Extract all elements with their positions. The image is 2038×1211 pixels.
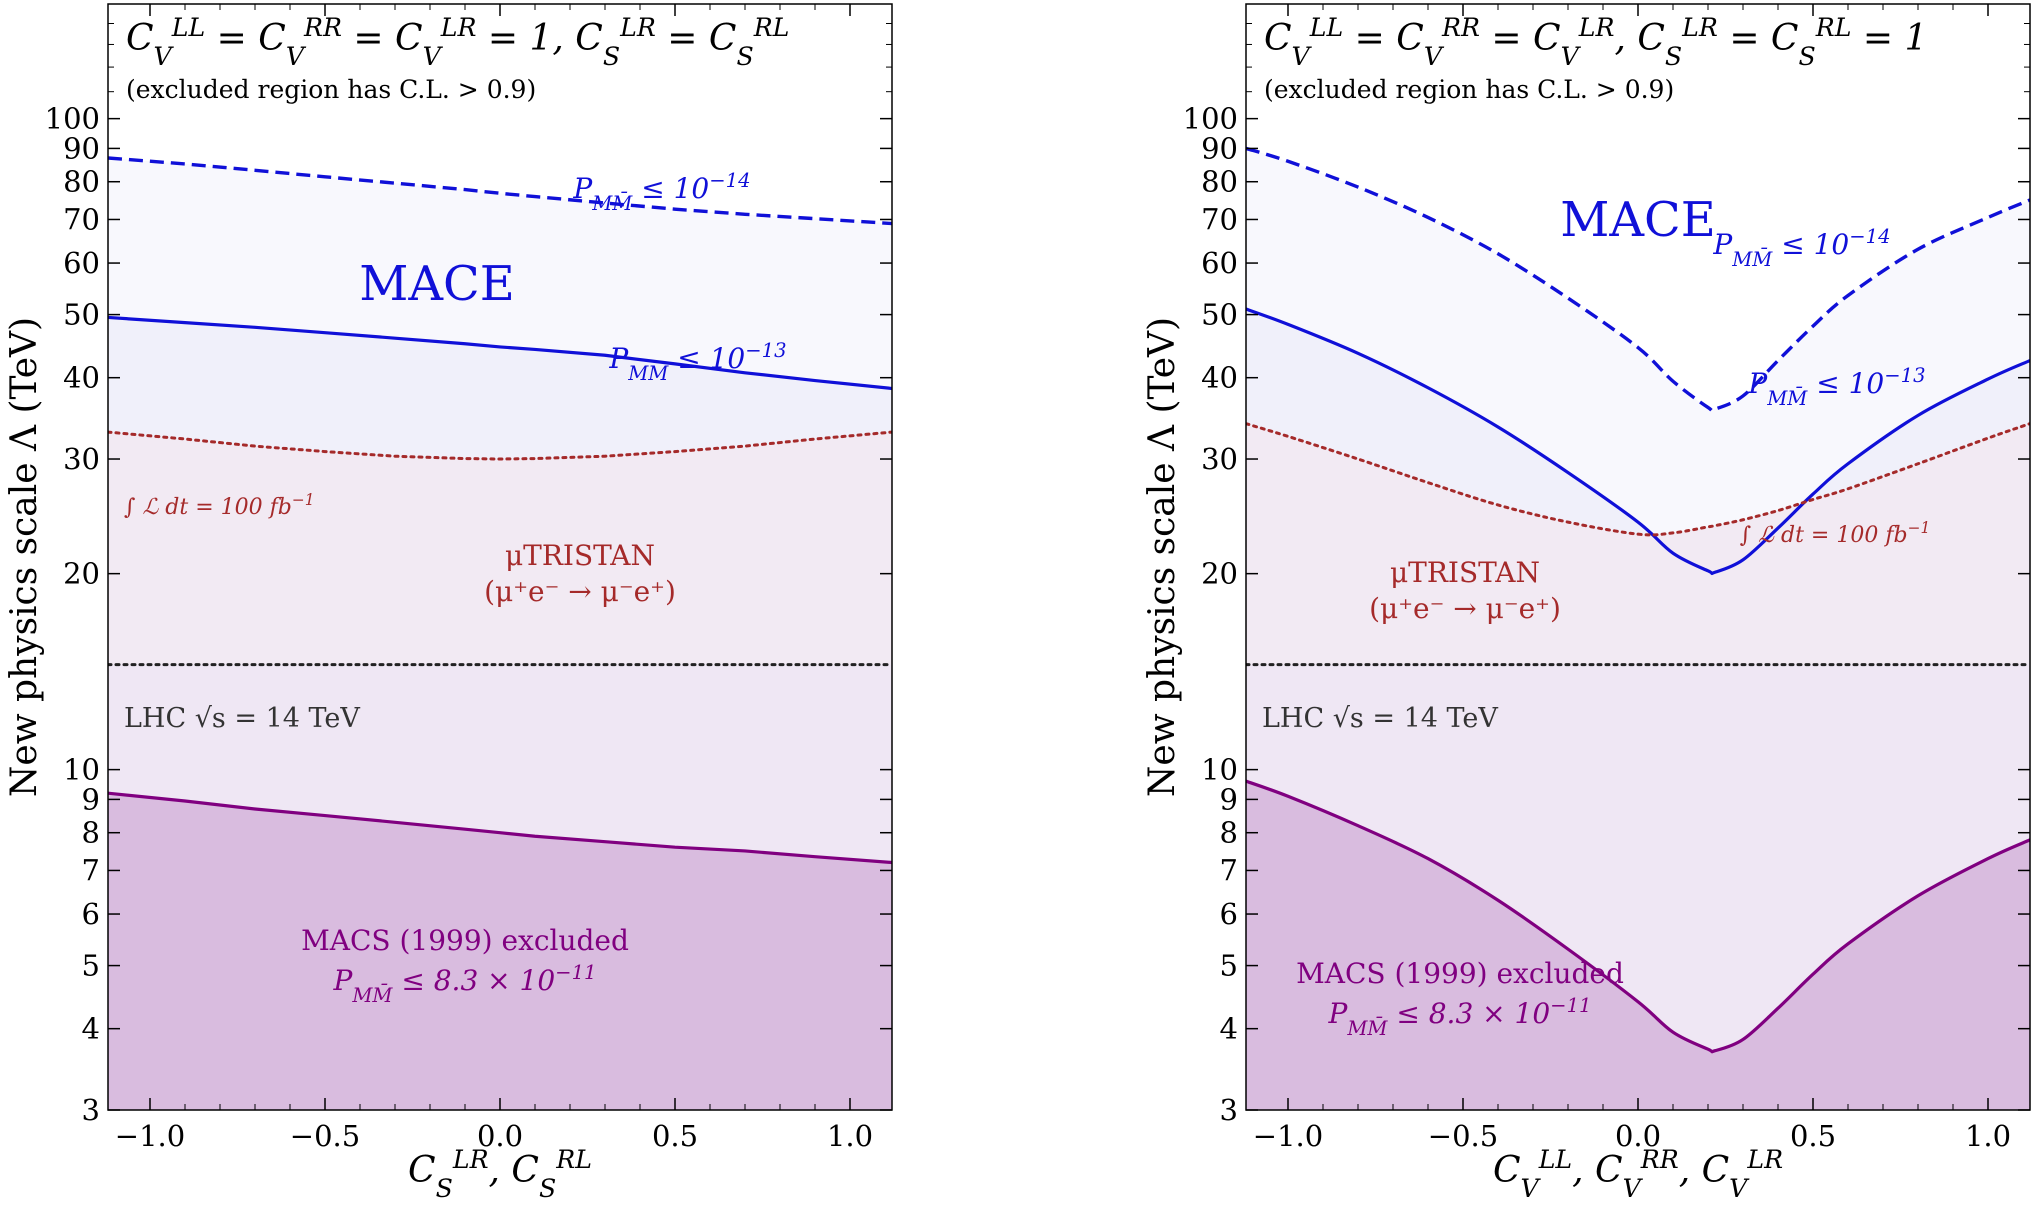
macs-excluded-fill <box>108 793 892 1110</box>
cl-note: (excluded region has C.L. > 0.9) <box>1264 75 1674 104</box>
y-tick-label: 60 <box>1201 246 1238 280</box>
mace-13-line <box>108 315 892 391</box>
y-tick-label: 8 <box>1220 816 1238 850</box>
y-tick-label: 40 <box>1201 361 1238 395</box>
x-tick-label: 1.0 <box>827 1119 873 1153</box>
y-tick-label: 100 <box>1183 102 1238 136</box>
y-tick-label: 10 <box>63 753 100 787</box>
y-tick-label: 40 <box>63 361 100 395</box>
condition-text: CV​LL​ = CV​RR​ = CV​LR​, CS​LR​ = CS​RL… <box>1264 13 1927 71</box>
mutristan-process-label: (μ⁺e⁻ → μ⁻e⁺) <box>484 575 676 608</box>
x-tick-label: −0.5 <box>290 1119 360 1153</box>
y-tick-label: 20 <box>1201 557 1238 591</box>
macs-limit-label: PMM̄​ ≤ 8.3 × 10−11​ <box>332 961 596 1007</box>
y-tick-label: 30 <box>1201 442 1238 476</box>
y-tick-label: 50 <box>1201 298 1238 332</box>
y-tick-label: 7 <box>82 853 100 887</box>
x-axis-label: CS​LR​, CS​RL​ <box>408 1145 592 1203</box>
x-tick-label: −0.5 <box>1428 1119 1498 1153</box>
y-tick-label: 4 <box>82 1012 100 1046</box>
cl-note: (excluded region has C.L. > 0.9) <box>126 75 536 104</box>
mace-13-line <box>1246 307 2030 576</box>
y-tick-label: 5 <box>1220 949 1238 983</box>
y-axis-label: New physics scale Λ (TeV) <box>4 317 45 797</box>
y-tick-label: 80 <box>1201 165 1238 199</box>
y-tick-label: 50 <box>63 298 100 332</box>
mace-14-line <box>1246 146 2030 413</box>
y-tick-label: 70 <box>1201 202 1238 236</box>
luminosity-label: ∫ ℒ dt = 100 fb−1​ <box>1740 519 1931 548</box>
y-tick-label: 30 <box>63 442 100 476</box>
plot-area-2 <box>1246 146 2030 1110</box>
y-tick-label: 6 <box>1220 897 1238 931</box>
x-tick-label: 0.5 <box>1790 1119 1836 1153</box>
y-tick-label: 60 <box>63 246 100 280</box>
mutristan-process-label: (μ⁺e⁻ → μ⁻e⁺) <box>1369 592 1561 625</box>
p-mm-13-label: PMM̄​ ≤ 10−13​ <box>608 339 786 385</box>
y-axis-label: New physics scale Λ (TeV) <box>1142 317 1183 797</box>
mace-14-line <box>108 156 892 226</box>
macs-line <box>1246 779 2030 1054</box>
mutristan-line <box>108 430 892 461</box>
y-tick-label: 4 <box>1220 1012 1238 1046</box>
plot-area-1 <box>108 156 892 1110</box>
x-tick-label: −1.0 <box>115 1119 185 1153</box>
y-tick-label: 10 <box>1201 753 1238 787</box>
mace-label: MACE <box>1560 192 1716 248</box>
x-tick-label: 0.0 <box>1615 1119 1661 1153</box>
y-tick-label: 100 <box>45 102 100 136</box>
y-tick-label: 8 <box>82 816 100 850</box>
y-tick-label: 5 <box>82 949 100 983</box>
y-tick-label: 90 <box>1201 131 1238 165</box>
macs-line <box>108 791 892 865</box>
x-tick-label: 0.0 <box>477 1119 523 1153</box>
y-tick-label: 90 <box>63 131 100 165</box>
x-tick-label: 1.0 <box>1965 1119 2011 1153</box>
x-tick-label: −1.0 <box>1253 1119 1323 1153</box>
y-tick-label: 9 <box>82 782 100 816</box>
mace-label: MACE <box>359 256 515 312</box>
lhc-label: LHC √s = 14 TeV <box>1262 703 1498 734</box>
y-tick-label: 3 <box>82 1093 100 1127</box>
mutristan-label: μTRISTAN <box>1390 556 1540 589</box>
p-mm-14-label: PMM̄​ ≤ 10−14​ <box>572 169 750 215</box>
x-axis-label: CV​LL​, CV​RR​, CV​LR​ <box>1493 1145 1783 1203</box>
macs-excluded-fill <box>1246 781 2030 1110</box>
macs-limit-label: PMM̄​ ≤ 8.3 × 10−11​ <box>1327 994 1591 1040</box>
lhc-label: LHC √s = 14 TeV <box>124 703 360 734</box>
y-tick-label: 7 <box>1220 853 1238 887</box>
y-tick-label: 9 <box>1220 782 1238 816</box>
y-tick-label: 6 <box>82 897 100 931</box>
y-tick-label: 3 <box>1220 1093 1238 1127</box>
macs-label: MACS (1999) excluded <box>301 924 629 957</box>
mutristan-label: μTRISTAN <box>505 539 655 572</box>
y-tick-label: 20 <box>63 557 100 591</box>
mutristan-line <box>1246 422 2030 537</box>
y-tick-label: 80 <box>63 165 100 199</box>
p-mm-13-label: PMM̄​ ≤ 10−13​ <box>1747 364 1925 410</box>
y-tick-label: 70 <box>63 202 100 236</box>
luminosity-label: ∫ ℒ dt = 100 fb−1​ <box>124 491 315 520</box>
x-tick-label: 0.5 <box>652 1119 698 1153</box>
p-mm-14-label: PMM̄​ ≤ 10−14​ <box>1712 225 1890 271</box>
condition-text: CV​LL​ = CV​RR​ = CV​LR​ = 1, CS​LR​ = C… <box>126 13 789 71</box>
macs-label: MACS (1999) excluded <box>1296 957 1624 990</box>
